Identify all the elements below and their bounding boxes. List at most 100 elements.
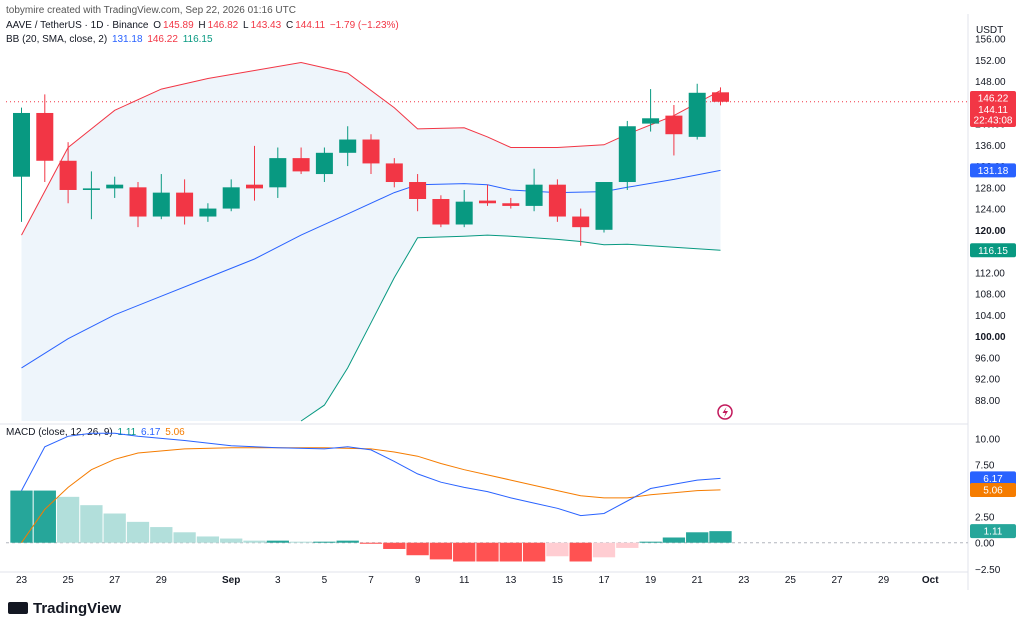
candle-body bbox=[479, 200, 496, 204]
bb-label[interactable]: BB (20, SMA, close, 2) bbox=[6, 34, 108, 45]
signal-badge-bg bbox=[970, 482, 1016, 497]
candle-body bbox=[13, 112, 30, 177]
time-axis-tick: 13 bbox=[505, 575, 517, 586]
time-axis-tick: 27 bbox=[109, 575, 121, 586]
open-value: 145.89 bbox=[163, 20, 194, 31]
candle-body bbox=[339, 139, 357, 153]
time-axis-tick: 3 bbox=[275, 575, 281, 586]
macd-histogram-bar bbox=[406, 542, 429, 556]
price-axis-tick: 100.00 bbox=[975, 332, 1006, 343]
macd-badge-bg bbox=[970, 471, 1016, 486]
low-value: 143.43 bbox=[250, 20, 282, 31]
author-caption: tobymire created with TradingView.com, S… bbox=[6, 5, 296, 16]
macd-line bbox=[21, 432, 721, 517]
price-axis-tick: 152.00 bbox=[975, 56, 1006, 67]
macd-histogram-bar bbox=[10, 490, 33, 543]
price-axis-tick: 148.00 bbox=[975, 77, 1006, 88]
candle-body bbox=[665, 115, 683, 135]
macd-histogram-bar bbox=[476, 542, 499, 562]
symbol-name[interactable]: AAVE / TetherUS · 1D · Binance bbox=[6, 20, 149, 31]
open-label: O bbox=[153, 20, 162, 31]
macd-histogram-bar bbox=[592, 542, 616, 558]
macd-legend[interactable]: MACD (close, 12, 26, 9) 1.11 6.17 5.06 bbox=[6, 427, 187, 438]
high-label: H bbox=[198, 20, 206, 31]
upper-band-badge: 146.22 bbox=[978, 94, 1009, 105]
macd-histogram-bar bbox=[243, 540, 266, 543]
candle-body bbox=[199, 208, 217, 217]
close-label: C bbox=[285, 20, 294, 31]
time-axis-tick: 7 bbox=[368, 575, 374, 586]
macd-histogram-bar bbox=[359, 542, 383, 544]
lower-band-badge: 116.15 bbox=[978, 246, 1008, 257]
candle-body bbox=[572, 216, 590, 228]
candle-body bbox=[82, 188, 100, 190]
candle-body bbox=[152, 192, 170, 217]
candle-body bbox=[502, 203, 520, 206]
price-unit-label: USDT bbox=[976, 25, 1004, 36]
candle-body bbox=[315, 152, 333, 175]
macd-histogram-bar bbox=[150, 527, 173, 543]
candle-body bbox=[106, 184, 124, 189]
price-axis-tick: 112.00 bbox=[975, 268, 1005, 279]
tradingview-logo-icon bbox=[8, 602, 28, 614]
price-badge-stack bbox=[970, 91, 1016, 127]
symbol-legend[interactable]: AAVE / TetherUS · 1D · Binance O 145.89 H… bbox=[6, 20, 401, 31]
macd-hist-value: 1.11 bbox=[117, 427, 137, 438]
macd-label[interactable]: MACD (close, 12, 26, 9) bbox=[6, 427, 113, 438]
macd-axis-tick: −2.50 bbox=[975, 565, 1001, 576]
macd-line-value: 6.17 bbox=[141, 427, 161, 438]
price-axis-tick: 120.00 bbox=[975, 226, 1006, 237]
close-value: 144.11 bbox=[295, 20, 326, 31]
price-axis-tick: 128.00 bbox=[975, 183, 1006, 194]
hist-badge-bg bbox=[970, 524, 1016, 539]
candle-body bbox=[176, 192, 194, 217]
time-axis-tick: 19 bbox=[645, 575, 657, 586]
tradingview-logo-text: TradingView bbox=[33, 600, 122, 617]
lower-band-badge-bg bbox=[970, 243, 1016, 258]
bb-lower-line bbox=[300, 234, 721, 422]
candle-body bbox=[269, 158, 287, 188]
candle-body bbox=[618, 126, 636, 183]
bb-upper-value: 146.22 bbox=[147, 34, 178, 45]
macd-axis-tick: 2.50 bbox=[975, 513, 995, 524]
price-axis-tick: 156.00 bbox=[975, 35, 1006, 46]
candle-body bbox=[292, 158, 310, 172]
candle-body bbox=[455, 201, 473, 225]
price-axis-tick: 136.00 bbox=[975, 141, 1006, 152]
macd-axis-tick: 0.00 bbox=[975, 539, 995, 550]
price-axis-tick: 124.00 bbox=[975, 205, 1006, 216]
macd-histogram-bar bbox=[80, 505, 103, 543]
tradingview-logo[interactable]: TradingView bbox=[8, 600, 121, 617]
basis-badge: 131.18 bbox=[978, 166, 1009, 177]
event-flash-icon-bolt bbox=[722, 407, 728, 418]
macd-signal-value: 5.06 bbox=[165, 427, 185, 438]
time-axis-tick: 29 bbox=[156, 575, 168, 586]
time-axis-tick: 5 bbox=[322, 575, 328, 586]
basis-badge-bg bbox=[970, 163, 1016, 178]
candle-body bbox=[129, 187, 147, 217]
low-label: L bbox=[243, 20, 249, 31]
macd-histogram-bar bbox=[173, 532, 196, 543]
bb-legend[interactable]: BB (20, SMA, close, 2) 131.18 146.22 116… bbox=[6, 34, 215, 45]
macd-histogram-bar bbox=[336, 540, 359, 543]
price-axis-tick: 108.00 bbox=[975, 290, 1006, 301]
candle-body bbox=[246, 184, 263, 189]
bb-upper-line bbox=[21, 61, 721, 236]
macd-histogram-bar bbox=[429, 542, 453, 560]
macd-histogram-bar bbox=[709, 531, 732, 543]
macd-badge: 6.17 bbox=[983, 474, 1003, 485]
high-value: 146.82 bbox=[207, 20, 239, 31]
time-axis-tick: 23 bbox=[738, 575, 750, 586]
time-axis-tick: Sep bbox=[222, 575, 240, 586]
macd-histogram-bar bbox=[662, 537, 686, 543]
macd-axis-tick: 10.00 bbox=[975, 434, 1000, 445]
price-axis-tick: 88.00 bbox=[975, 396, 1000, 407]
time-axis-tick: Oct bbox=[922, 575, 939, 586]
macd-histogram-bar bbox=[453, 542, 476, 562]
macd-histogram-bar bbox=[499, 542, 522, 562]
time-axis-tick: 15 bbox=[552, 575, 564, 586]
price-axis-tick: 92.00 bbox=[975, 375, 1000, 386]
price-axis-tick: 96.00 bbox=[975, 353, 1000, 364]
macd-histogram-bar bbox=[383, 542, 406, 549]
